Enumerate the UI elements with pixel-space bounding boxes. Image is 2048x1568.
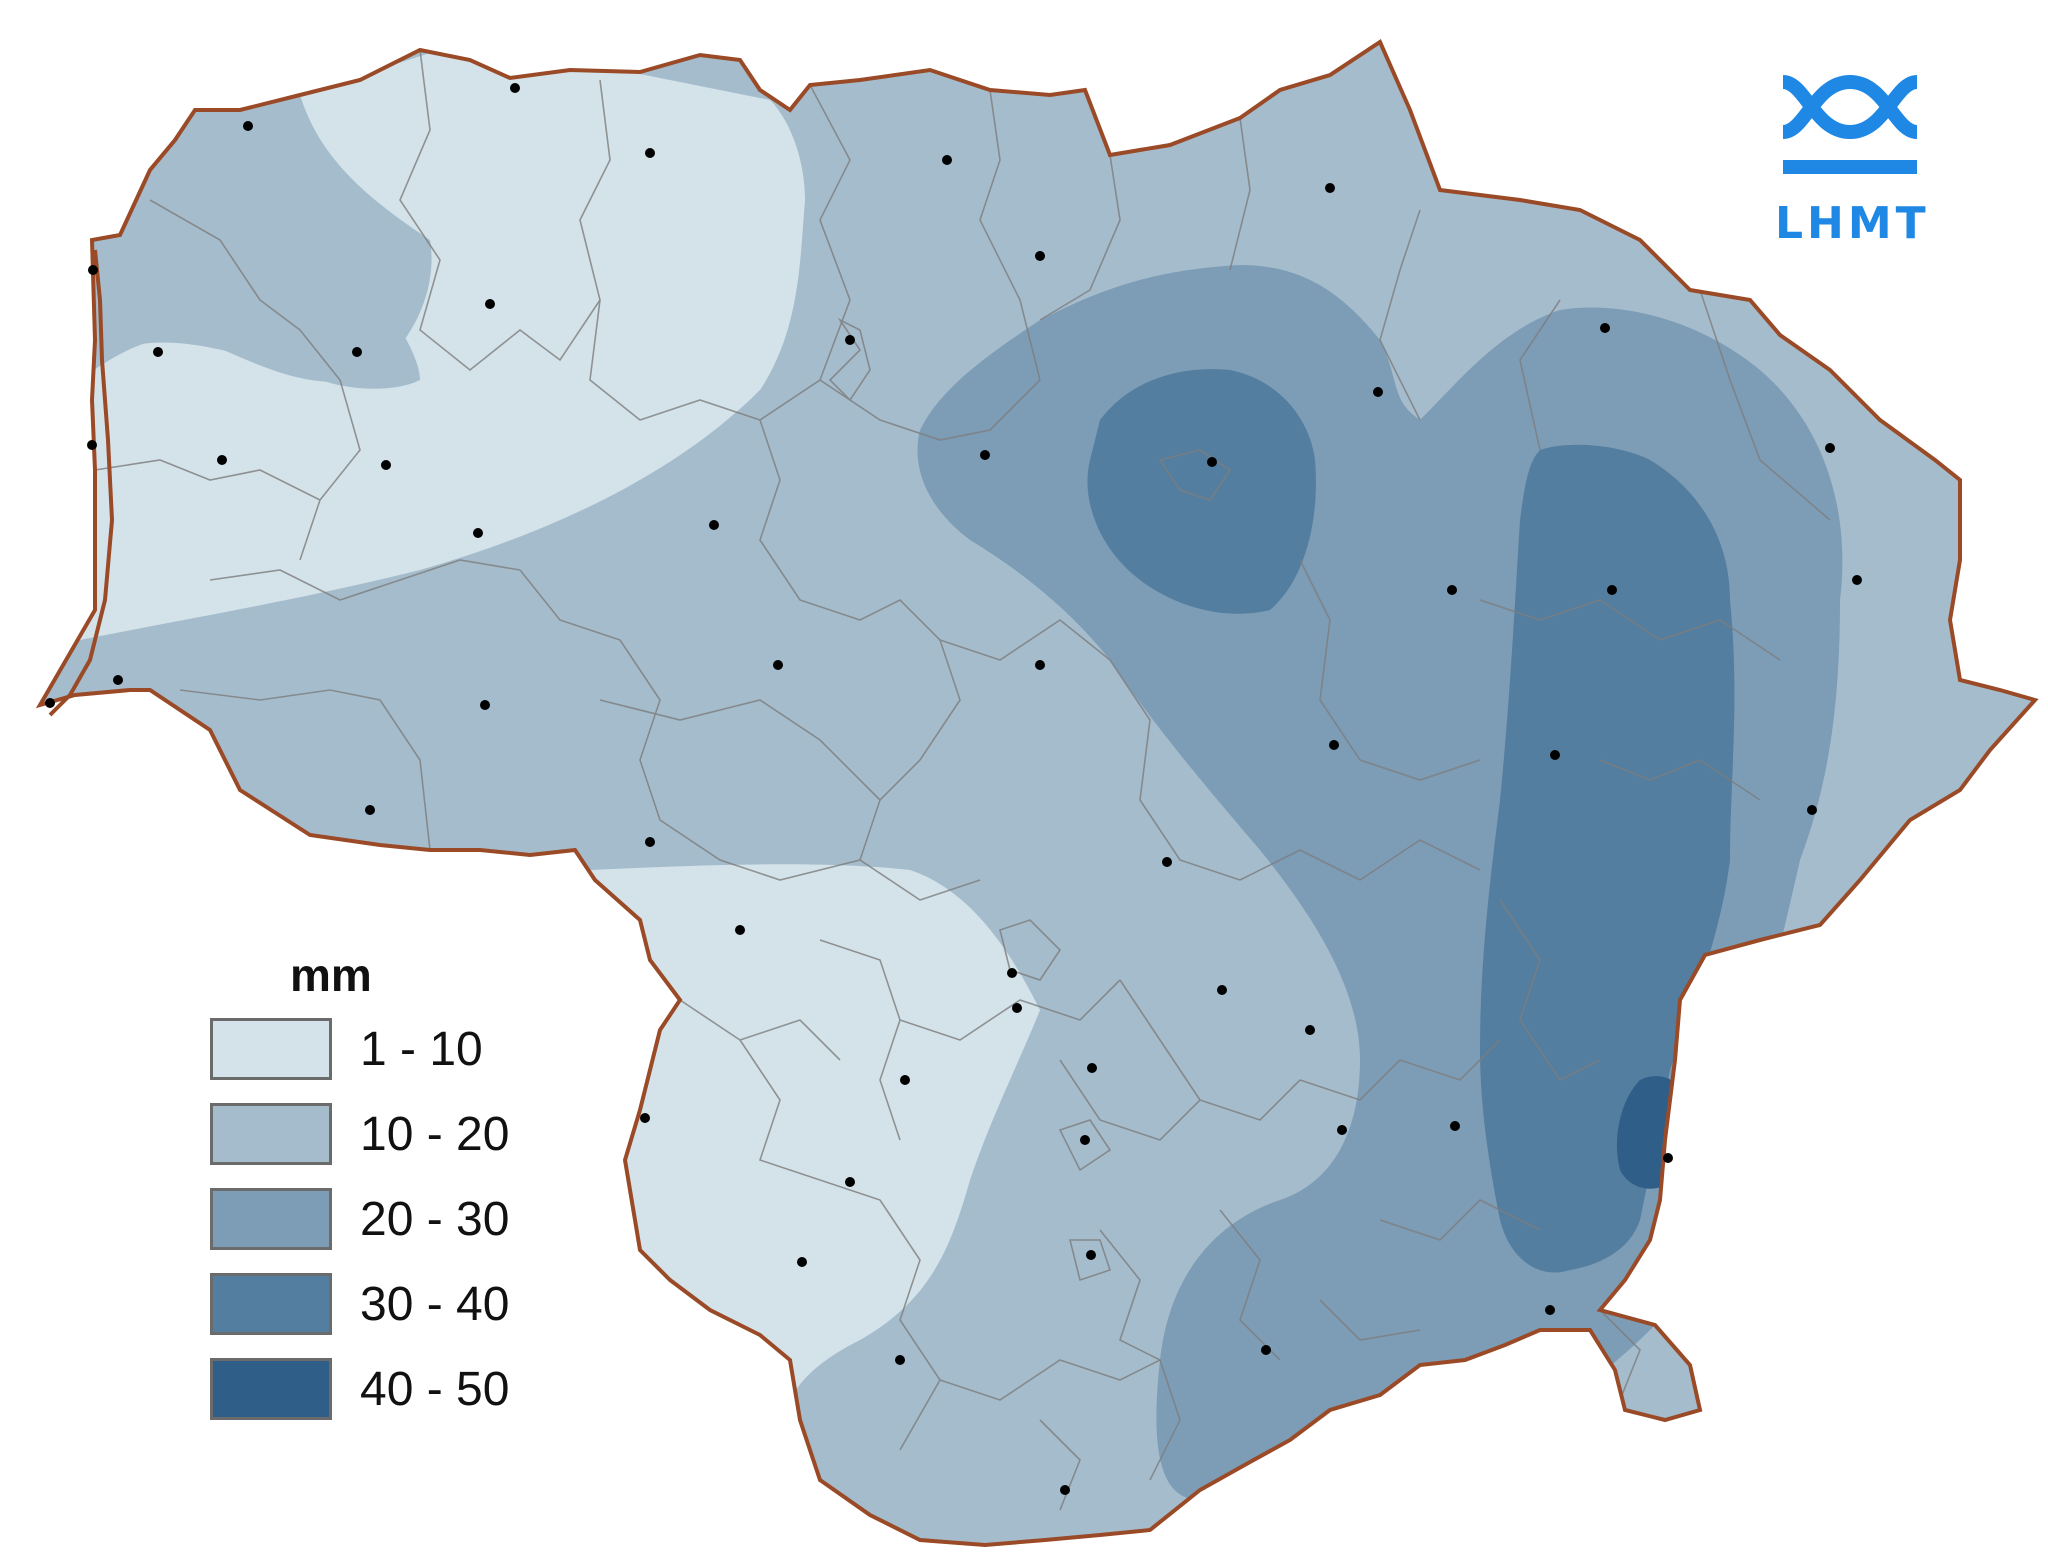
station-dot-icon bbox=[1035, 251, 1045, 261]
zone-10-20-northwest bbox=[92, 110, 420, 389]
station-dot-icon bbox=[1450, 1121, 1460, 1131]
district-boundaries bbox=[94, 49, 1831, 1511]
station-dot-icon bbox=[845, 335, 855, 345]
legend-swatch bbox=[210, 1358, 332, 1420]
station-dot-icon bbox=[895, 1355, 905, 1365]
station-dot-icon bbox=[485, 299, 495, 309]
station-dot-icon bbox=[88, 265, 98, 275]
country-border bbox=[35, 39, 2039, 1548]
station-dot-icon bbox=[1807, 805, 1817, 815]
station-dot-icon bbox=[640, 1113, 650, 1123]
station-dot-icon bbox=[1447, 585, 1457, 595]
station-dot-icon bbox=[1305, 1025, 1315, 1035]
legend-swatch bbox=[210, 1103, 332, 1165]
legend-label: 20 - 30 bbox=[360, 1193, 510, 1246]
legend-swatch bbox=[210, 1188, 332, 1250]
station-dot-icon bbox=[1329, 740, 1339, 750]
station-dot-icon bbox=[45, 698, 55, 708]
station-dot-icon bbox=[900, 1075, 910, 1085]
legend-item-40-50: 40 - 50 bbox=[210, 1358, 630, 1422]
legend-swatch bbox=[210, 1018, 332, 1080]
zone-30-40-north bbox=[1087, 369, 1316, 614]
station-dot-icon bbox=[365, 805, 375, 815]
legend-label: 40 - 50 bbox=[360, 1363, 510, 1416]
station-dot-icon bbox=[645, 837, 655, 847]
station-dot-icon bbox=[1337, 1125, 1347, 1135]
zone-1-10-northwest bbox=[80, 42, 805, 640]
station-dot-icon bbox=[1663, 1153, 1673, 1163]
legend-title: mm bbox=[290, 949, 372, 1001]
station-dot-icon bbox=[797, 1257, 807, 1267]
lhmt-logo: LHMT bbox=[1775, 72, 1930, 252]
legend-item-10-20: 10 - 20 bbox=[210, 1103, 630, 1167]
station-dot-icon bbox=[113, 675, 123, 685]
station-dot-icon bbox=[1086, 1250, 1096, 1260]
station-dot-icon bbox=[1080, 1135, 1090, 1145]
station-dot-icon bbox=[1207, 457, 1217, 467]
station-dot-icon bbox=[1060, 1485, 1070, 1495]
station-dot-icon bbox=[942, 155, 952, 165]
station-dot-icon bbox=[1087, 1063, 1097, 1073]
station-dot-icon bbox=[709, 520, 719, 530]
station-dot-icon bbox=[1607, 585, 1617, 595]
station-dot-icon bbox=[1825, 443, 1835, 453]
station-dot-icon bbox=[845, 1177, 855, 1187]
station-dot-icon bbox=[1007, 968, 1017, 978]
legend-item-30-40: 30 - 40 bbox=[210, 1273, 630, 1337]
station-dot-icon bbox=[480, 700, 490, 710]
station-dot-icon bbox=[1852, 575, 1862, 585]
legend-item-1-10: 1 - 10 bbox=[210, 1018, 630, 1082]
station-dot-icon bbox=[473, 528, 483, 538]
legend-swatch bbox=[210, 1273, 332, 1335]
station-dot-icon bbox=[1012, 1003, 1022, 1013]
zone-30-40-east bbox=[1480, 444, 1735, 1273]
logo-text: LHMT bbox=[1775, 198, 1930, 249]
wave-logo-icon bbox=[1781, 75, 1919, 174]
weather-stations bbox=[45, 83, 1862, 1495]
station-dot-icon bbox=[381, 460, 391, 470]
legend-item-20-30: 20 - 30 bbox=[210, 1188, 630, 1252]
station-dot-icon bbox=[1035, 660, 1045, 670]
legend-label: 30 - 40 bbox=[360, 1278, 510, 1331]
legend-label: 10 - 20 bbox=[360, 1108, 510, 1161]
station-dot-icon bbox=[217, 455, 227, 465]
legend-label: 1 - 10 bbox=[360, 1023, 483, 1076]
station-dot-icon bbox=[1261, 1345, 1271, 1355]
curonian-spit bbox=[48, 249, 115, 717]
station-dot-icon bbox=[1325, 183, 1335, 193]
station-dot-icon bbox=[1373, 387, 1383, 397]
station-dot-icon bbox=[735, 925, 745, 935]
station-dot-icon bbox=[1545, 1305, 1555, 1315]
station-dot-icon bbox=[773, 660, 783, 670]
station-dot-icon bbox=[1600, 323, 1610, 333]
station-dot-icon bbox=[1550, 750, 1560, 760]
station-dot-icon bbox=[352, 347, 362, 357]
station-dot-icon bbox=[87, 440, 97, 450]
station-dot-icon bbox=[510, 83, 520, 93]
station-dot-icon bbox=[153, 347, 163, 357]
zone-1-10-south bbox=[590, 864, 1040, 1400]
station-dot-icon bbox=[645, 148, 655, 158]
station-dot-icon bbox=[980, 450, 990, 460]
station-dot-icon bbox=[243, 121, 253, 131]
station-dot-icon bbox=[1162, 857, 1172, 867]
station-dot-icon bbox=[1217, 985, 1227, 995]
